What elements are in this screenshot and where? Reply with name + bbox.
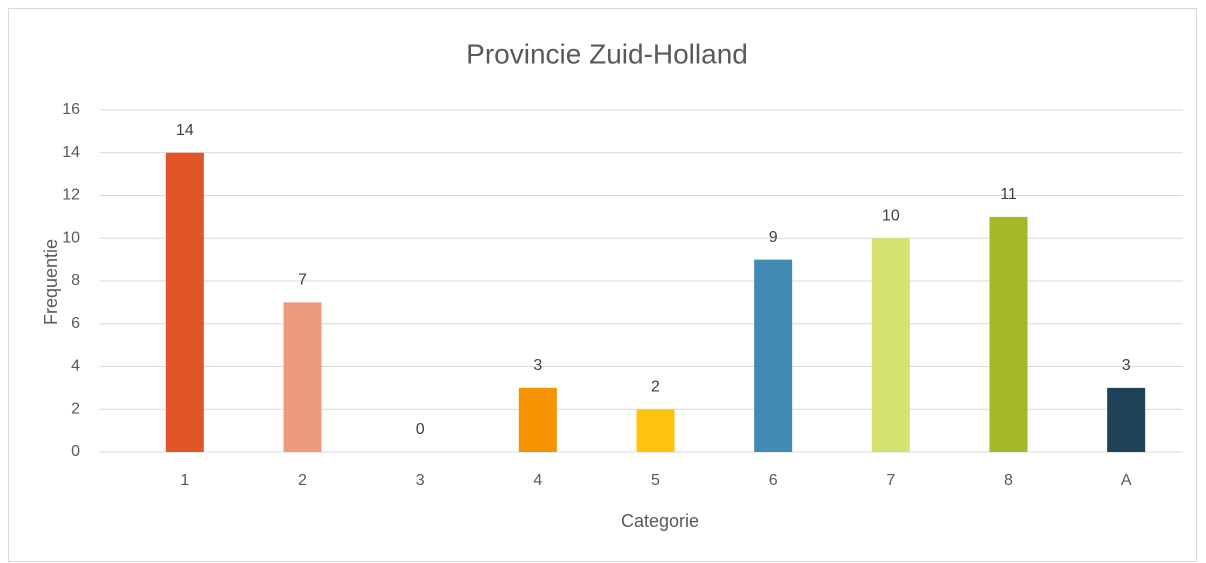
y-tick-label: 16	[62, 101, 80, 118]
y-tick-label: 0	[71, 443, 80, 460]
y-tick-label: 14	[62, 144, 80, 161]
data-label: 9	[769, 229, 778, 246]
x-tick-label: 8	[1004, 472, 1013, 489]
y-tick-label: 2	[71, 400, 80, 417]
bar	[636, 409, 675, 452]
data-label: 14	[176, 122, 194, 139]
y-tick-label: 8	[71, 272, 80, 289]
y-tick-label: 10	[62, 229, 80, 246]
bar	[165, 152, 204, 452]
bar	[871, 238, 910, 452]
x-tick-label: 1	[180, 472, 189, 489]
data-label: 0	[416, 421, 425, 438]
data-label: 10	[882, 207, 900, 224]
x-tick-label: 7	[886, 472, 895, 489]
bar	[754, 259, 793, 452]
y-tick-label: 4	[71, 358, 80, 375]
y-axis-title: Frequentie	[41, 239, 61, 325]
data-label: 7	[298, 272, 307, 289]
data-label: 2	[651, 378, 660, 395]
y-tick-label: 12	[62, 187, 80, 204]
x-tick-label: 4	[533, 472, 542, 489]
x-tick-label: A	[1121, 472, 1132, 489]
bar	[283, 302, 322, 452]
x-tick-label: 5	[651, 472, 660, 489]
chart-title: Provincie Zuid-Holland	[466, 38, 748, 69]
bar	[1107, 387, 1146, 452]
x-axis-title: Categorie	[621, 511, 699, 531]
x-tick-label: 6	[769, 472, 778, 489]
data-label: 3	[1122, 357, 1131, 374]
x-tick-label: 3	[416, 472, 425, 489]
data-label: 3	[533, 357, 542, 374]
x-tick-label: 2	[298, 472, 307, 489]
y-tick-label: 6	[71, 315, 80, 332]
bar	[989, 216, 1028, 452]
bar	[518, 387, 557, 452]
data-label: 11	[1000, 186, 1017, 203]
